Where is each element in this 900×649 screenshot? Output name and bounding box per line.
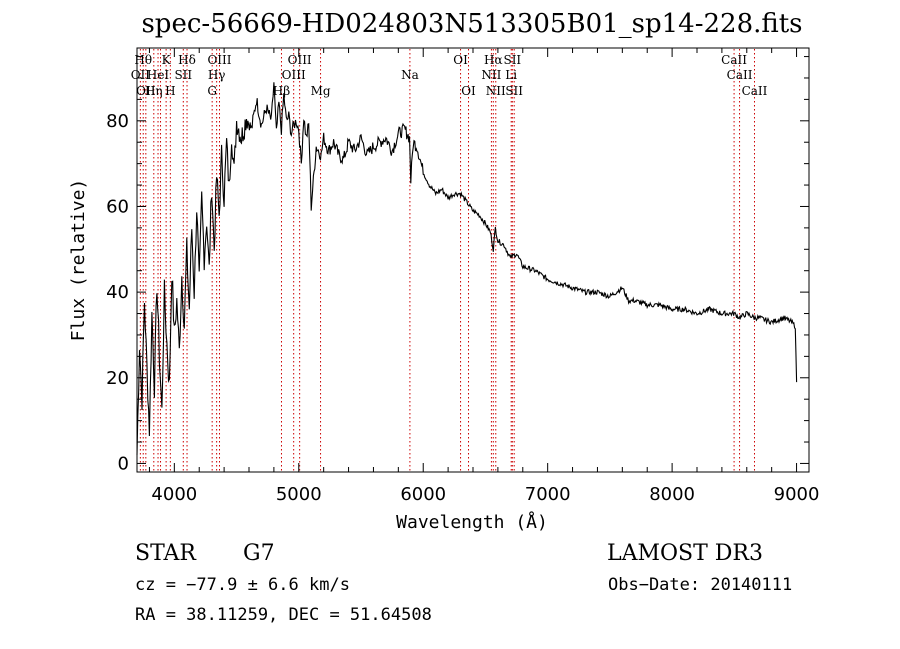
- redshift-cz: cz = −77.9 ± 6.6 km/s: [135, 575, 350, 595]
- line-marker-group: [139, 49, 755, 471]
- line-marker-label: OIII: [288, 53, 312, 67]
- coordinates: RA = 38.11259, DEC = 51.64508: [135, 605, 432, 625]
- object-class: STAR: [135, 541, 197, 566]
- x-tick-label: 8000: [649, 484, 695, 505]
- object-subclass: G7: [243, 541, 275, 566]
- line-marker-label: K: [162, 53, 172, 67]
- line-marker-label: OIII: [282, 68, 306, 82]
- line-marker-label: CaII: [721, 53, 747, 67]
- y-tick-label: 40: [106, 282, 129, 303]
- line-marker-label: Hα: [484, 53, 503, 67]
- line-marker-label: OII: [131, 68, 151, 82]
- line-marker-label: Mg: [311, 84, 331, 98]
- x-tick-label: 6000: [400, 484, 446, 505]
- line-marker-label: Hγ: [208, 68, 226, 82]
- x-axis-label: Wavelength (Å): [396, 511, 548, 533]
- line-marker-label: G: [207, 84, 217, 98]
- x-tick-label: 5000: [276, 484, 322, 505]
- x-axis-ticks: 4000 5000 6000 7000 8000 9000: [148, 48, 820, 505]
- y-tick-label: 80: [106, 111, 129, 132]
- line-marker-label: SII: [503, 53, 521, 67]
- x-tick-label: 4000: [151, 484, 197, 505]
- plot-frame: [136, 47, 810, 473]
- x-tick-label: 7000: [525, 484, 571, 505]
- observation-date: Obs−Date: 20140111: [608, 575, 792, 595]
- line-marker-label: OI: [453, 53, 468, 67]
- line-marker-label: CaII: [727, 68, 753, 82]
- line-marker-label: SII: [174, 68, 192, 82]
- line-marker-label: NII: [486, 84, 506, 98]
- line-marker-label: Hδ: [178, 53, 196, 67]
- line-marker-label: H: [165, 84, 175, 98]
- survey-name: LAMOST DR3: [607, 541, 763, 566]
- line-marker-label-group: OIIHθOIIHηHeIKHSIIHδGHγOIIIHβOIIIOIIIMgN…: [131, 53, 768, 98]
- line-marker-label: Na: [401, 68, 419, 82]
- x-tick-label: 9000: [774, 484, 820, 505]
- line-marker-label: NII: [481, 68, 501, 82]
- line-marker-label: OIII: [207, 53, 231, 67]
- line-marker-label: SII: [505, 84, 523, 98]
- line-marker-label: Hθ: [134, 53, 152, 67]
- line-marker-label: OI: [461, 84, 476, 98]
- spectrum-line: [136, 82, 798, 456]
- line-marker-label: Hβ: [273, 84, 290, 98]
- y-axis-ticks: 0 20 40 60 80: [106, 56, 809, 474]
- line-marker-label: Li: [505, 68, 517, 82]
- line-marker-label: Hη: [145, 84, 163, 98]
- y-tick-label: 0: [118, 453, 129, 474]
- line-marker-label: HeI: [147, 68, 170, 82]
- y-tick-label: 60: [106, 196, 129, 217]
- chart-title: spec-56669-HD024803N513305B01_sp14-228.f…: [141, 9, 802, 39]
- line-marker-label: OII: [136, 84, 156, 98]
- y-tick-label: 20: [106, 368, 129, 389]
- line-marker-label: CaII: [742, 84, 768, 98]
- y-axis-label: Flux (relative): [68, 179, 89, 342]
